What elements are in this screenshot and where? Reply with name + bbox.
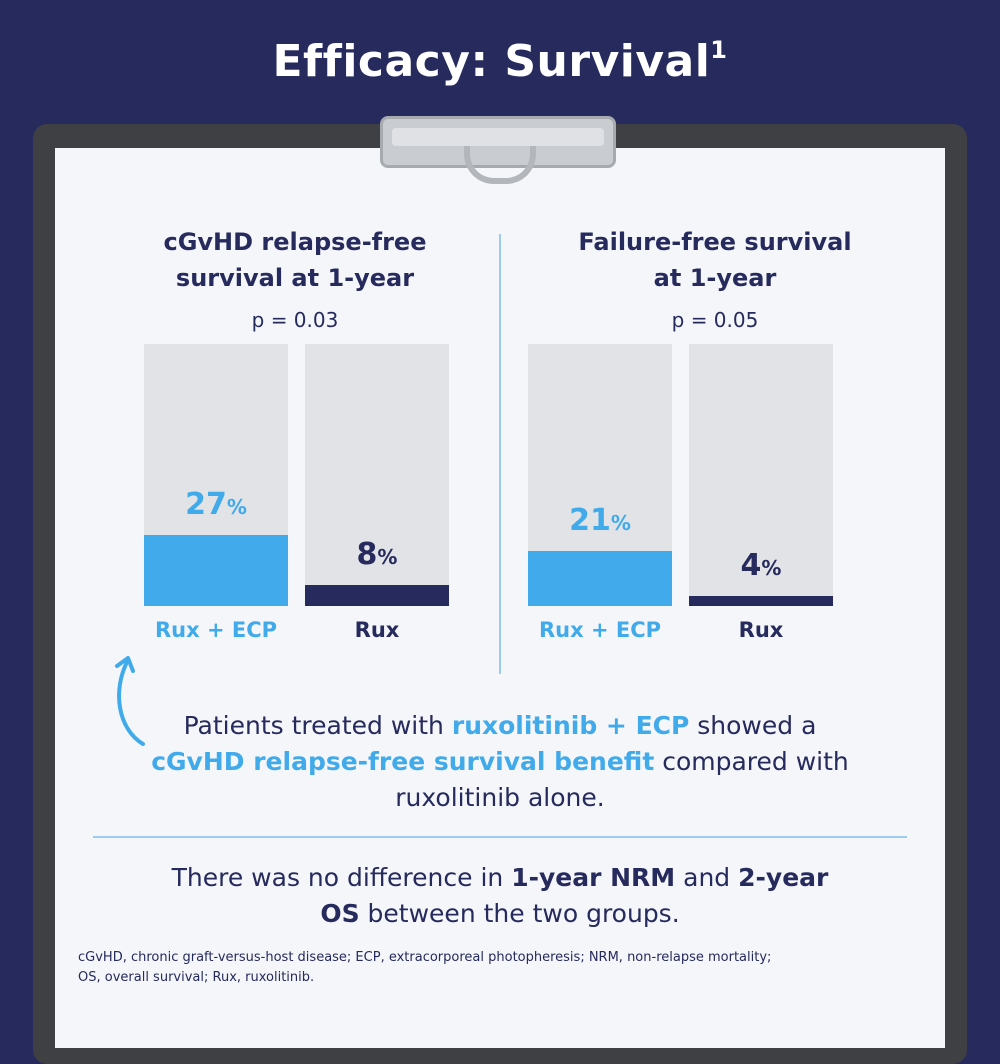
bar-track: 4% [689, 344, 833, 606]
chart-2-p-value: p = 0.05 [671, 308, 759, 332]
footnote-line-1: cGvHD, chronic graft-versus-host disease… [78, 950, 772, 965]
bar-value-number: 8 [356, 537, 378, 572]
chart-2-title: Failure-free survival at 1-year [515, 224, 915, 296]
highlight-benefit: cGvHD relapse-free survival benefit [151, 747, 655, 776]
bar-track: 21% [528, 344, 672, 606]
title-superscript: 1 [710, 36, 728, 64]
highlight-os: 2-year OS [320, 863, 829, 928]
footnote: cGvHD, chronic graft-versus-host disease… [78, 948, 838, 988]
highlight-treatment: ruxolitinib + ECP [451, 711, 690, 740]
key-message: Patients treated with ruxolitinib + ECP … [151, 711, 849, 812]
section-divider [93, 836, 907, 838]
bar-value-unit: % [610, 511, 631, 535]
bar-value-number: 21 [569, 503, 611, 538]
bar-track: 27% [144, 344, 288, 606]
bar-value-unit: % [761, 556, 782, 580]
bar-value-unit: % [377, 545, 398, 569]
bar-track: 8% [305, 344, 449, 606]
bar-value-label: 4% [689, 548, 833, 583]
chart-2-title-line-2: at 1-year [653, 264, 777, 292]
secondary-message: There was no difference in 1-year NRM an… [171, 863, 829, 928]
category-label: Rux [354, 618, 400, 642]
chart-1-title-line-2: survival at 1-year [175, 264, 415, 292]
clipboard-clip-bar [392, 128, 604, 146]
clipboard-clip-ring [464, 146, 536, 184]
page-title: Efficacy: Survival1 [272, 36, 728, 87]
bar-value-unit: % [226, 495, 247, 519]
bar-rux-ecp [528, 551, 672, 606]
chart-1-title-line-1: cGvHD relapse-free [163, 228, 427, 256]
footnote-line-2: OS, overall survival; Rux, ruxolitinib. [78, 970, 315, 985]
bar-value-label: 8% [305, 537, 449, 572]
bar-rux [305, 585, 449, 606]
chart-1-title: cGvHD relapse-free survival at 1-year [110, 224, 480, 296]
category-label: Rux + ECP [538, 618, 662, 642]
bar-rux-ecp [144, 535, 288, 606]
bar-value-number: 4 [740, 548, 762, 583]
bar-value-number: 27 [185, 487, 227, 522]
panel-divider [499, 234, 501, 674]
chart-1-p-value: p = 0.03 [251, 308, 339, 332]
bar-value-label: 27% [144, 487, 288, 522]
chart-2-title-line-1: Failure-free survival [578, 228, 852, 256]
category-label: Rux [738, 618, 784, 642]
curved-arrow-up-icon [115, 656, 145, 746]
bar-rux [689, 596, 833, 606]
bar-value-label: 21% [528, 503, 672, 538]
category-label: Rux + ECP [154, 618, 278, 642]
highlight-nrm: 1-year NRM [511, 863, 676, 892]
